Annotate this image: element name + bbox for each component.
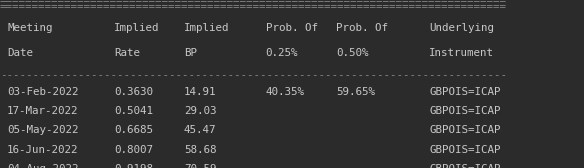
Text: 0.8007: 0.8007 — [114, 144, 153, 155]
Text: GBPOIS=ICAP: GBPOIS=ICAP — [429, 125, 500, 135]
Text: GBPOIS=ICAP: GBPOIS=ICAP — [429, 106, 500, 116]
Text: ==============================================================================: ========================================… — [0, 2, 507, 12]
Text: 0.9198: 0.9198 — [114, 164, 153, 168]
Text: 40.35%: 40.35% — [266, 87, 305, 97]
Text: Date: Date — [7, 48, 33, 58]
Text: 05-May-2022: 05-May-2022 — [7, 125, 78, 135]
Text: Implied: Implied — [184, 23, 230, 33]
Text: 59.65%: 59.65% — [336, 87, 375, 97]
Text: 04-Aug-2022: 04-Aug-2022 — [7, 164, 78, 168]
Text: ------------------------------------------------------------------------------: ----------------------------------------… — [0, 70, 507, 80]
Text: ==============================================================================: ========================================… — [0, 0, 507, 6]
Text: 0.6685: 0.6685 — [114, 125, 153, 135]
Text: 16-Jun-2022: 16-Jun-2022 — [7, 144, 78, 155]
Text: 29.03: 29.03 — [184, 106, 217, 116]
Text: Instrument: Instrument — [429, 48, 494, 58]
Text: 70.59: 70.59 — [184, 164, 217, 168]
Text: GBPOIS=ICAP: GBPOIS=ICAP — [429, 87, 500, 97]
Text: 03-Feb-2022: 03-Feb-2022 — [7, 87, 78, 97]
Text: BP: BP — [184, 48, 197, 58]
Text: 0.5041: 0.5041 — [114, 106, 153, 116]
Text: GBPOIS=ICAP: GBPOIS=ICAP — [429, 144, 500, 155]
Text: Underlying: Underlying — [429, 23, 494, 33]
Text: Prob. Of: Prob. Of — [336, 23, 388, 33]
Text: Prob. Of: Prob. Of — [266, 23, 318, 33]
Text: Meeting: Meeting — [7, 23, 53, 33]
Text: 0.3630: 0.3630 — [114, 87, 153, 97]
Text: 0.25%: 0.25% — [266, 48, 298, 58]
Text: 45.47: 45.47 — [184, 125, 217, 135]
Text: 17-Mar-2022: 17-Mar-2022 — [7, 106, 78, 116]
Text: Rate: Rate — [114, 48, 140, 58]
Text: 0.50%: 0.50% — [336, 48, 369, 58]
Text: 14.91: 14.91 — [184, 87, 217, 97]
Text: 58.68: 58.68 — [184, 144, 217, 155]
Text: GBPOIS=ICAP: GBPOIS=ICAP — [429, 164, 500, 168]
Text: Implied: Implied — [114, 23, 159, 33]
